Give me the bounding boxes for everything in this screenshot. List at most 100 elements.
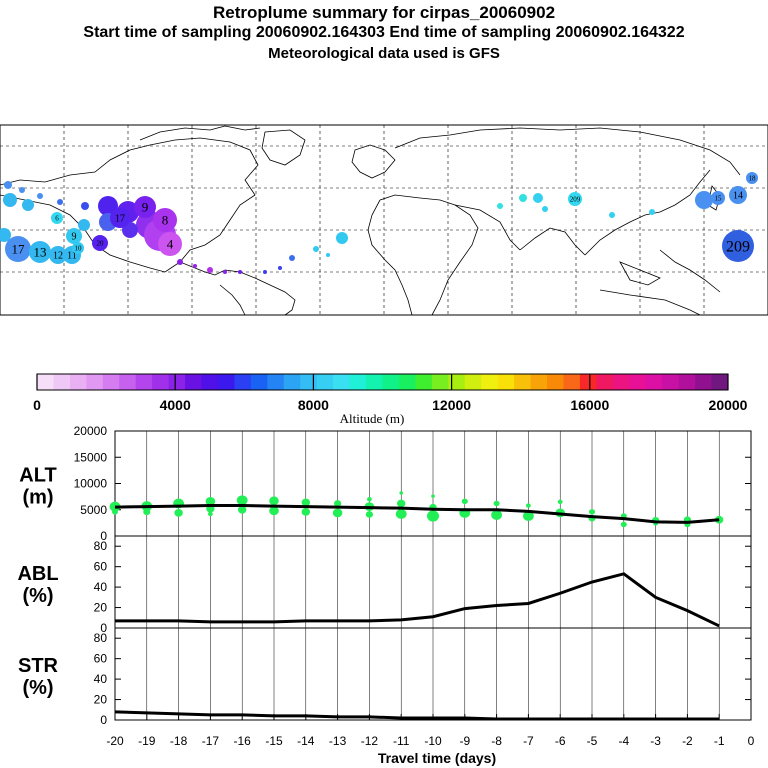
time-series-panels: 05000100001500020000ALT(m)020406080ABL(%…: [17, 424, 752, 727]
plume-dot: [78, 219, 90, 231]
altitude-point: [269, 506, 279, 516]
altitude-point: [395, 509, 407, 519]
altitude-point: [269, 496, 279, 506]
chart-title: Retroplume summary for cirpas_20060902: [212, 3, 556, 22]
altitude-point: [208, 511, 213, 517]
altitude-point: [431, 494, 435, 498]
altitude-colorbar: [36, 373, 729, 391]
altitude-point: [557, 499, 563, 505]
plume-dot: [519, 194, 527, 202]
plume-dot: [3, 193, 17, 207]
x-tick-label: -7: [523, 734, 534, 748]
plume-marker: [110, 208, 130, 228]
colorbar-swatch: [185, 374, 203, 390]
plume-dot: [278, 266, 282, 270]
plume-dot: [609, 212, 615, 218]
colorbar-swatch: [300, 374, 318, 390]
colorbar-swatch: [333, 374, 351, 390]
plume-marker: [72, 242, 84, 254]
colorbar-swatch: [267, 374, 285, 390]
plume-label: 8: [162, 213, 169, 228]
colorbar-swatch: [53, 374, 71, 390]
colorbar-swatch: [382, 374, 400, 390]
plume-dot: [177, 259, 183, 265]
y-tick-label: 80: [94, 539, 108, 553]
y-tick-label: 20: [94, 693, 108, 707]
colorbar-swatch: [563, 374, 581, 390]
x-tick-label: -8: [491, 734, 502, 748]
x-tick-label: -1: [714, 734, 725, 748]
plume-label: 17: [12, 242, 26, 257]
plume-dot: [326, 253, 330, 257]
x-tick-label: -20: [106, 734, 124, 748]
colorbar-tick-labels: 0 4000 8000 12000 16000 20000: [33, 374, 748, 413]
plume-dot: [0, 228, 11, 242]
altitude-point: [526, 503, 531, 508]
colorbar-swatch: [349, 374, 367, 390]
colorbar-swatch: [152, 374, 170, 390]
plume-dot: [497, 203, 503, 209]
plume-dot: [313, 246, 319, 252]
plume-dot: [238, 270, 242, 274]
colorbar-swatch: [645, 374, 663, 390]
plume-marker: [51, 212, 63, 224]
altitude-point: [143, 508, 151, 516]
plume-marker: [49, 246, 67, 264]
altitude-point: [236, 495, 248, 506]
altitude-median-line: [114, 504, 720, 524]
plume-marker: [568, 192, 582, 206]
y-tick-label: 20000: [74, 424, 108, 438]
colorbar-swatch: [448, 374, 466, 390]
plume-dot: [22, 199, 34, 211]
plume-label: 14: [733, 191, 743, 202]
altitude-point: [174, 509, 183, 517]
plume-marker: [711, 191, 725, 205]
plume-dot: [19, 187, 25, 193]
plume-label: 209: [570, 195, 581, 203]
y-tick-label: 0: [100, 529, 107, 543]
x-tick-label: -2: [682, 734, 693, 748]
altitude-point: [620, 521, 627, 528]
x-tick-label: -16: [234, 734, 252, 748]
plume-marker: [153, 208, 177, 232]
y-tick-label: 0: [100, 621, 107, 635]
panel-abl: 0 20 40 60 80 ABL(%): [17, 535, 752, 635]
x-tick-label: 0: [748, 734, 755, 748]
panel-unit: (%): [22, 585, 53, 607]
y-tick-label: 80: [94, 631, 108, 645]
plume-dot: [207, 267, 213, 273]
sampling-time-line: Start time of sampling 20060902.164303 E…: [83, 24, 685, 41]
plume-marker: [92, 235, 108, 251]
altitude-point: [461, 498, 468, 505]
y-tick-label: 10000: [74, 477, 108, 491]
colorbar-swatch: [102, 374, 120, 390]
colorbar-swatch: [431, 374, 449, 390]
x-axis-label: Travel time (days): [378, 750, 496, 766]
plume-dot: [37, 193, 43, 199]
colorbar-swatch: [366, 374, 383, 390]
x-tick-label: -15: [265, 734, 283, 748]
series-line-str: [114, 710, 720, 721]
plume-dot: [4, 181, 12, 189]
colorbar-swatch: [497, 374, 515, 390]
met-data-line: Meteorological data used is GFS: [268, 45, 500, 62]
plume-marker: [746, 172, 758, 184]
plume-dot: [289, 255, 295, 261]
plume-label: 13: [34, 245, 47, 260]
x-axis-tick-labels: -20 -19 -18 -17 -16 -15 -14 -13 -12 -11 -10 -9 -8 -7-…: [106, 714, 755, 748]
altitude-point: [205, 496, 216, 506]
altitude-point: [365, 511, 373, 518]
panel-label: ABL: [17, 563, 58, 585]
x-tick-label: -3: [650, 734, 661, 748]
colorbar-swatch: [711, 374, 729, 390]
plume-dot: [542, 206, 548, 212]
y-tick-label: 15000: [74, 450, 108, 464]
altitude-point: [332, 508, 343, 518]
altitude-point: [589, 509, 595, 515]
colorbar-swatch: [250, 374, 268, 390]
colorbar-swatch: [464, 374, 482, 390]
x-tick-label: -12: [361, 734, 379, 748]
plume-label: 20: [97, 239, 105, 247]
